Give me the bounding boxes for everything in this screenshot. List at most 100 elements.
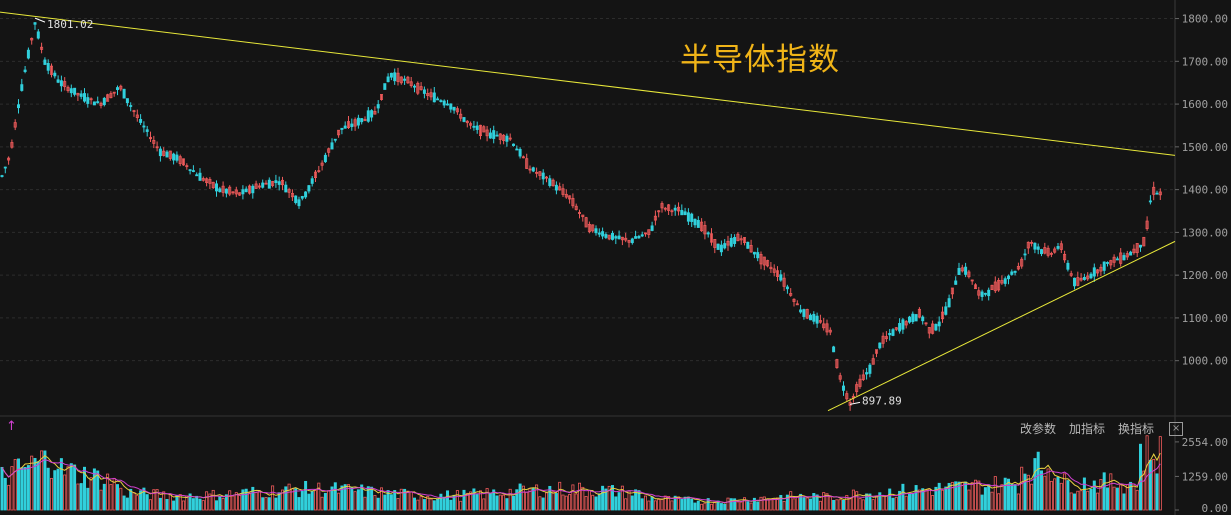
candle-body bbox=[1099, 266, 1103, 272]
candle-body bbox=[1003, 278, 1007, 284]
candle-body bbox=[40, 46, 44, 50]
volume-bar bbox=[904, 495, 908, 511]
volume-bar bbox=[591, 494, 595, 511]
volume-bar bbox=[251, 486, 255, 511]
candle-body bbox=[1155, 192, 1159, 195]
volume-bar bbox=[297, 497, 301, 511]
candle-body bbox=[284, 184, 288, 193]
candle-body bbox=[1082, 276, 1086, 280]
volume-bar bbox=[1158, 436, 1162, 511]
candle-body bbox=[884, 336, 888, 340]
volume-bar bbox=[155, 489, 159, 511]
volume-bar bbox=[535, 484, 539, 511]
candle-body bbox=[515, 148, 519, 151]
volume-bar bbox=[601, 485, 605, 511]
candle-body bbox=[1059, 243, 1063, 250]
candle-body bbox=[868, 364, 872, 374]
volume-bar bbox=[79, 483, 83, 511]
volume-bar bbox=[462, 489, 466, 511]
volume-bar bbox=[624, 498, 628, 511]
candle-body bbox=[343, 125, 347, 129]
candle-body bbox=[1046, 247, 1050, 256]
volume-bar bbox=[706, 498, 710, 511]
candle-body bbox=[881, 335, 885, 344]
candle-body bbox=[254, 183, 258, 189]
candle-body bbox=[353, 119, 357, 127]
volume-bar bbox=[254, 492, 258, 511]
candle-body bbox=[112, 91, 116, 94]
volume-bar bbox=[967, 489, 971, 511]
candle-body bbox=[379, 94, 383, 100]
candle-body bbox=[1043, 247, 1047, 254]
volume-bar bbox=[307, 493, 311, 511]
candle-body bbox=[175, 154, 179, 161]
volume-bar bbox=[729, 498, 733, 511]
volume-bar bbox=[733, 498, 737, 511]
candle-body bbox=[650, 225, 654, 231]
volume-bar bbox=[389, 494, 393, 511]
volume-bar bbox=[825, 493, 829, 511]
candle-body bbox=[1079, 277, 1083, 281]
volume-bar bbox=[769, 498, 773, 511]
volume-bar bbox=[1099, 479, 1103, 511]
volume-bar bbox=[310, 490, 314, 511]
candle-body bbox=[145, 129, 149, 132]
volume-bar bbox=[96, 470, 100, 511]
volume-bar bbox=[1016, 493, 1020, 511]
modify-params-button[interactable]: 改参数 bbox=[1020, 422, 1057, 436]
candle-body bbox=[198, 172, 202, 181]
candle-body bbox=[373, 110, 377, 115]
volume-bar bbox=[16, 458, 20, 511]
candle-body bbox=[795, 303, 799, 306]
candle-body bbox=[568, 195, 572, 200]
candle-body bbox=[792, 298, 796, 302]
candle-body bbox=[488, 132, 492, 139]
volume-bar bbox=[485, 488, 489, 511]
candle-body bbox=[1056, 246, 1060, 249]
candle-body bbox=[1109, 260, 1113, 266]
volume-bar bbox=[102, 483, 106, 511]
volume-bar bbox=[1023, 473, 1027, 511]
candle-body bbox=[56, 79, 60, 83]
candle-body bbox=[667, 204, 671, 211]
candle-body bbox=[706, 232, 710, 235]
close-icon[interactable]: × bbox=[1169, 421, 1184, 436]
candle-body bbox=[218, 188, 222, 193]
volume-bar bbox=[1152, 458, 1156, 511]
volume-bar bbox=[1115, 487, 1119, 511]
candle-body bbox=[1007, 275, 1011, 280]
candle-body bbox=[990, 284, 994, 290]
candle-body bbox=[957, 267, 961, 275]
volume-bar bbox=[1000, 484, 1004, 511]
volume-bar bbox=[492, 489, 496, 511]
candle-body bbox=[512, 143, 516, 146]
add-indicator-button[interactable]: 加指标 bbox=[1069, 422, 1106, 436]
candle-body bbox=[561, 188, 565, 195]
volume-bar bbox=[561, 494, 565, 511]
candle-body bbox=[1145, 220, 1149, 230]
switch-indicator-button[interactable]: 换指标 bbox=[1118, 422, 1155, 436]
candle-body bbox=[597, 232, 601, 235]
candle-body bbox=[482, 126, 486, 133]
volume-bar bbox=[620, 485, 624, 511]
volume-bar bbox=[640, 498, 644, 511]
candle-body bbox=[535, 171, 539, 174]
candle-body bbox=[445, 103, 449, 106]
candle-body bbox=[436, 98, 440, 101]
volume-bar bbox=[475, 494, 479, 511]
volume-bar bbox=[181, 500, 185, 511]
volume-tick-label: 1259.00 bbox=[1182, 470, 1228, 483]
volume-bar bbox=[644, 495, 648, 511]
volume-bar bbox=[650, 496, 654, 511]
candle-body bbox=[908, 316, 912, 323]
candle-body bbox=[736, 233, 740, 242]
volume-bar bbox=[241, 489, 245, 511]
volume-bar bbox=[59, 458, 63, 511]
volume-bar bbox=[772, 498, 776, 511]
candle-body bbox=[644, 232, 648, 235]
candle-body bbox=[462, 117, 466, 122]
candle-body bbox=[941, 311, 945, 320]
candle-body bbox=[1135, 243, 1139, 254]
candle-body bbox=[238, 192, 242, 196]
volume-bar bbox=[901, 483, 905, 511]
